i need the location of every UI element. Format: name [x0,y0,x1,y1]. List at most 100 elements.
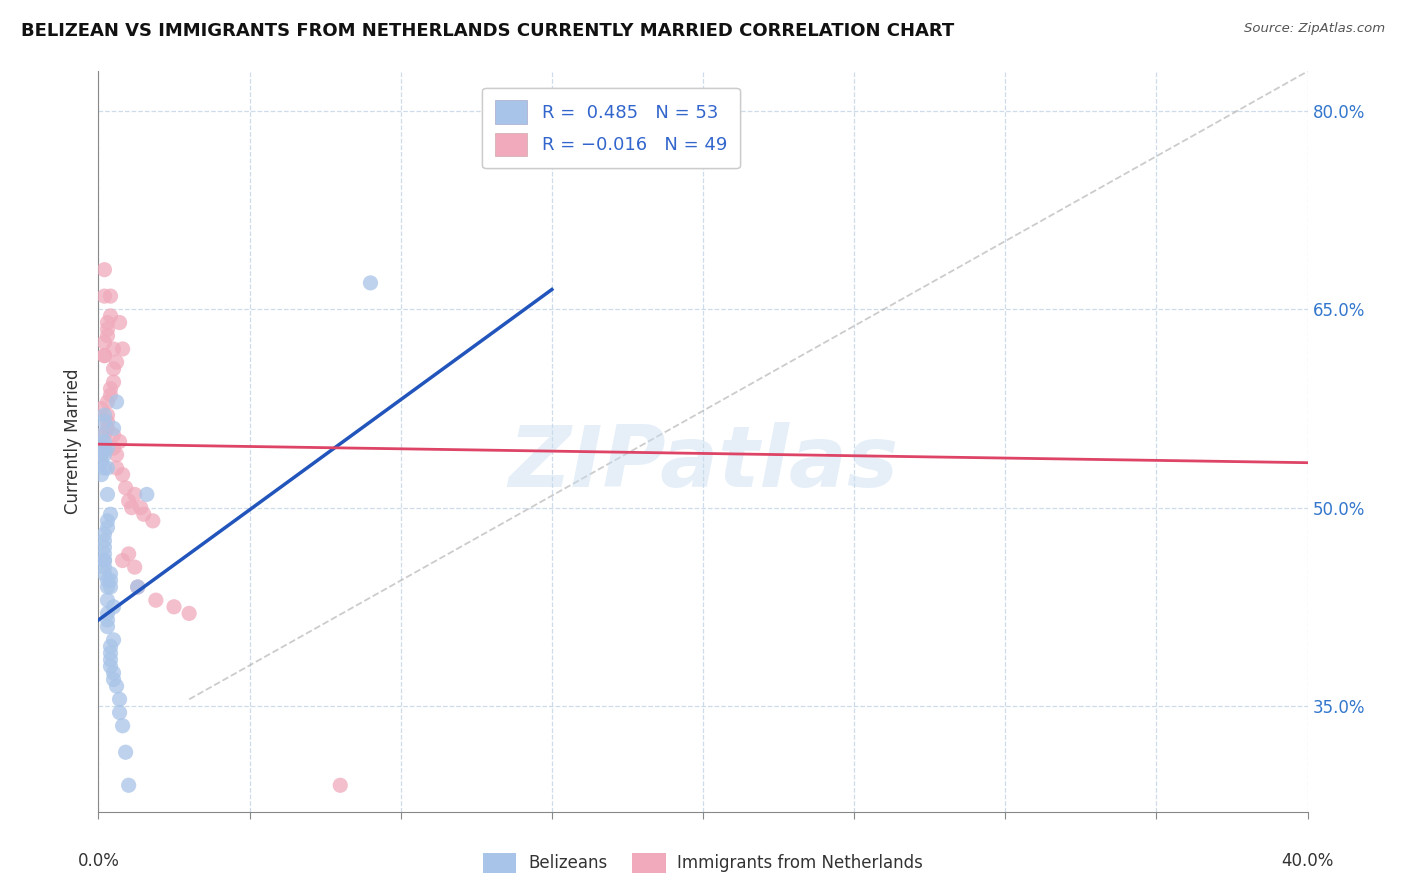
Point [103,599,125,614]
Point [93,428,115,442]
Point [103,361,125,376]
Point [127,580,149,594]
Point [114,481,136,495]
Point [96,620,118,634]
Point [329,778,352,792]
Point [142,514,165,528]
Point [96,421,118,435]
Point [90,467,112,482]
Point [103,632,125,647]
Point [93,547,115,561]
Point [96,316,118,330]
Point [90,448,112,462]
Text: ZIPatlas: ZIPatlas [508,422,898,505]
Point [103,665,125,680]
Point [96,607,118,621]
Point [93,262,115,277]
Point [93,408,115,422]
Point [93,441,115,455]
Point [93,560,115,574]
Point [103,375,125,389]
Point [111,553,134,567]
Text: BELIZEAN VS IMMIGRANTS FROM NETHERLANDS CURRENTLY MARRIED CORRELATION CHART: BELIZEAN VS IMMIGRANTS FROM NETHERLANDS … [21,22,955,40]
Point [96,328,118,343]
Text: 0.0%: 0.0% [77,853,120,871]
Point [90,448,112,462]
Legend: R =  0.485   N = 53, R = −0.016   N = 49: R = 0.485 N = 53, R = −0.016 N = 49 [482,87,740,169]
Point [100,382,122,396]
Point [108,434,131,449]
Point [100,653,122,667]
Point [100,566,122,581]
Point [93,415,115,429]
Point [96,395,118,409]
Point [103,428,125,442]
Point [100,574,122,588]
Point [100,508,122,522]
Point [179,607,201,621]
Point [100,646,122,660]
Point [360,276,382,290]
Point [105,679,128,693]
Point [100,388,122,402]
Point [105,355,128,369]
Point [93,448,115,462]
Point [111,719,134,733]
Point [96,514,118,528]
Point [100,289,122,303]
Point [93,527,115,541]
Point [96,613,118,627]
Point [108,692,131,706]
Point [90,441,112,455]
Point [124,487,146,501]
Point [100,309,122,323]
Point [103,673,125,687]
Point [118,494,141,508]
Point [100,659,122,673]
Point [127,580,149,594]
Point [105,461,128,475]
Point [114,745,136,759]
Point [100,580,122,594]
Point [90,441,112,455]
Point [118,547,141,561]
Point [93,441,115,455]
Point [90,441,112,455]
Point [163,599,186,614]
Point [96,593,118,607]
Point [103,342,125,356]
Point [108,706,131,720]
Point [93,434,115,449]
Point [103,421,125,435]
Point [93,335,115,350]
Point [90,401,112,416]
Point [93,533,115,548]
Point [135,487,157,501]
Point [96,461,118,475]
Point [93,541,115,555]
Point [100,640,122,654]
Point [103,441,125,455]
Point [96,520,118,534]
Point [90,428,112,442]
Point [93,289,115,303]
Point [132,508,155,522]
Point [108,316,131,330]
Point [93,553,115,567]
Point [96,441,118,455]
Point [96,408,118,422]
Point [96,415,118,429]
Point [96,322,118,336]
Point [111,342,134,356]
Text: 40.0%: 40.0% [1281,853,1334,871]
Legend: Belizeans, Immigrants from Netherlands: Belizeans, Immigrants from Netherlands [477,847,929,880]
Point [96,580,118,594]
Point [90,454,112,468]
Point [145,593,167,607]
Point [93,566,115,581]
Point [124,560,146,574]
Point [105,448,128,462]
Point [118,778,141,792]
Point [105,395,128,409]
Point [121,500,143,515]
